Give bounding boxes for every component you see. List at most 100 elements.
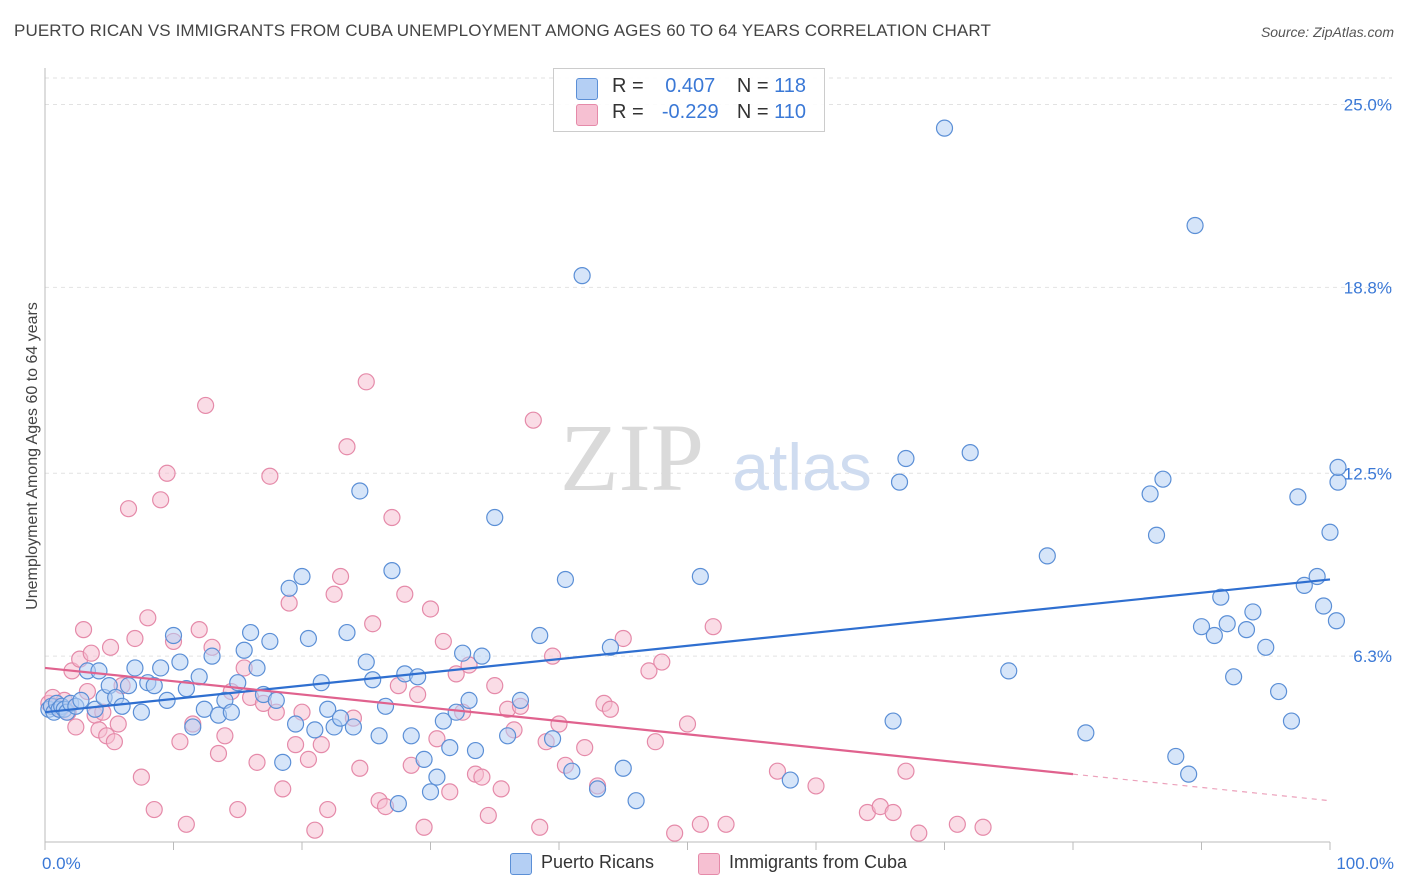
- trend-line-dashed-extension: [1072, 773, 1331, 802]
- data-point: [306, 721, 324, 739]
- data-point: [357, 373, 375, 391]
- data-point: [486, 677, 504, 695]
- chart-title: PUERTO RICAN VS IMMIGRANTS FROM CUBA UNE…: [14, 21, 991, 40]
- swatch-blue-icon: [576, 78, 598, 100]
- y-tick-label: 25.0%: [1344, 96, 1392, 115]
- data-point: [460, 691, 478, 710]
- data-point: [531, 818, 549, 836]
- data-point: [573, 267, 591, 285]
- data-point: [640, 662, 658, 680]
- data-point: [454, 644, 472, 662]
- data-point: [884, 712, 902, 730]
- data-point: [1167, 747, 1185, 766]
- data-point: [1000, 662, 1018, 680]
- r-label: R =: [612, 101, 644, 123]
- data-point: [1282, 712, 1301, 730]
- data-point: [261, 467, 279, 485]
- data-point: [209, 744, 228, 763]
- data-point: [409, 685, 427, 704]
- data-point: [768, 762, 787, 780]
- data-point: [897, 449, 915, 468]
- data-point: [248, 753, 266, 771]
- gridlines: [45, 77, 1392, 657]
- data-point: [1257, 638, 1275, 656]
- data-point: [576, 739, 594, 757]
- data-point: [280, 594, 298, 612]
- data-point: [242, 623, 260, 642]
- data-point: [119, 500, 138, 518]
- data-point: [158, 464, 176, 482]
- data-point: [646, 733, 664, 751]
- data-point: [499, 727, 517, 745]
- data-point: [331, 567, 350, 586]
- data-point: [1218, 615, 1236, 633]
- data-point: [550, 715, 568, 733]
- data-point: [627, 792, 645, 810]
- data-point: [1329, 458, 1347, 476]
- data-point: [145, 800, 163, 819]
- r-label: R =: [612, 75, 644, 97]
- data-point: [466, 741, 485, 760]
- data-point: [376, 697, 395, 715]
- data-point: [1212, 588, 1230, 606]
- data-point: [614, 629, 632, 648]
- data-point: [72, 691, 90, 710]
- n-label: N =: [736, 101, 769, 123]
- data-point: [691, 815, 709, 833]
- data-point: [974, 818, 992, 836]
- data-point: [415, 818, 433, 836]
- data-point: [357, 653, 375, 671]
- y-tick-label: 18.8%: [1344, 278, 1392, 297]
- data-point: [1205, 626, 1223, 645]
- legend-label: Puerto Ricans: [541, 852, 655, 872]
- data-point: [409, 668, 427, 686]
- series-puerto-ricans: [40, 119, 1347, 813]
- data-point: [344, 718, 362, 736]
- data-point: [1269, 682, 1288, 701]
- data-point: [293, 567, 311, 586]
- n-value: 110: [774, 101, 806, 123]
- data-point: [415, 750, 433, 769]
- data-point: [1180, 765, 1198, 783]
- data-point: [222, 703, 240, 721]
- data-point: [152, 659, 170, 677]
- data-point: [524, 411, 542, 429]
- data-point: [235, 641, 253, 659]
- data-point: [1327, 612, 1346, 630]
- data-point: [152, 491, 170, 509]
- data-point: [704, 618, 722, 636]
- data-point: [441, 739, 459, 757]
- data-point: [1077, 724, 1095, 742]
- data-point: [601, 700, 620, 718]
- data-point: [948, 815, 966, 833]
- legend-label: Immigrants from Cuba: [729, 852, 908, 872]
- data-point: [113, 697, 131, 715]
- data-point: [90, 662, 108, 680]
- x-tick-label-min: 0.0%: [42, 854, 81, 873]
- data-point: [389, 795, 407, 813]
- data-point: [479, 806, 497, 825]
- data-point: [306, 821, 324, 839]
- data-point: [473, 647, 491, 665]
- x-tick-label-max: 100.0%: [1336, 854, 1394, 873]
- data-point: [267, 691, 285, 710]
- data-point: [1192, 618, 1211, 636]
- data-point: [563, 762, 581, 780]
- y-axis-label: Unemployment Among Ages 60 to 64 years: [24, 302, 41, 610]
- data-point: [961, 444, 979, 462]
- data-point: [402, 727, 420, 745]
- data-point: [1038, 547, 1056, 565]
- r-value: -0.229: [661, 101, 719, 123]
- data-point: [229, 800, 247, 819]
- data-point: [910, 824, 928, 842]
- data-point: [717, 815, 735, 833]
- y-tick-label: 12.5%: [1344, 464, 1392, 483]
- data-point: [286, 736, 305, 754]
- data-point: [190, 621, 208, 639]
- data-point: [1225, 668, 1243, 686]
- data-point: [666, 824, 684, 842]
- data-point: [1147, 526, 1166, 544]
- data-point: [109, 715, 127, 733]
- data-point: [473, 768, 491, 786]
